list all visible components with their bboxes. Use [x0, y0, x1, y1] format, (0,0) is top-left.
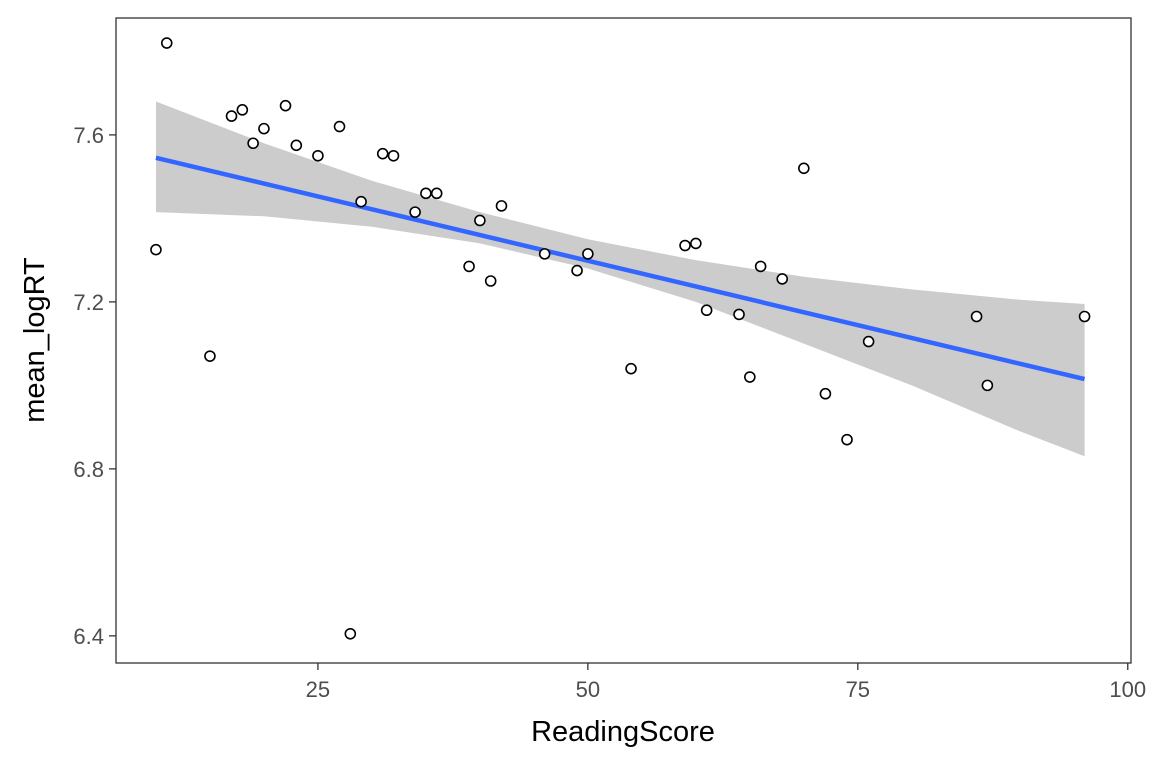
regression-line-layer — [155, 155, 1086, 382]
y-axis-title: mean_logRT — [19, 257, 51, 423]
data-point — [776, 273, 789, 285]
confidence-band — [156, 101, 1085, 457]
data-point — [279, 99, 292, 112]
data-point — [225, 110, 238, 122]
data-point — [247, 137, 259, 150]
confidence-band-layer — [156, 101, 1085, 457]
panel-border — [115, 17, 1132, 664]
data-point — [1078, 310, 1091, 323]
data-point — [463, 260, 475, 273]
data-point — [160, 37, 173, 49]
regression-line — [155, 155, 1086, 382]
data-point — [420, 187, 432, 200]
data-point — [150, 243, 162, 256]
data-point — [981, 379, 994, 392]
data-point — [474, 214, 486, 227]
data-point — [625, 362, 637, 375]
data-point — [862, 335, 875, 348]
x-tick-label: 75 — [846, 677, 870, 702]
x-tick-label: 50 — [576, 677, 600, 702]
data-point — [484, 275, 497, 287]
y-tick-label: 7.6 — [73, 123, 104, 148]
data-point — [582, 248, 594, 260]
data-point — [344, 627, 357, 640]
data-point — [679, 239, 691, 252]
data-point — [819, 387, 832, 400]
data-point — [258, 122, 270, 135]
data-point — [290, 139, 303, 152]
points-layer — [150, 37, 1091, 640]
data-point — [970, 310, 983, 323]
data-point — [387, 149, 400, 162]
data-point — [700, 304, 713, 317]
x-axis-title: ReadingScore — [531, 716, 715, 748]
y-tick-label: 7.2 — [73, 290, 104, 315]
data-point — [744, 371, 756, 383]
data-point — [355, 195, 367, 208]
data-point — [495, 200, 508, 212]
data-point — [754, 260, 767, 273]
data-point — [690, 237, 702, 250]
data-point — [333, 120, 346, 133]
data-point — [409, 206, 421, 218]
data-point — [733, 308, 745, 321]
data-point — [236, 104, 249, 116]
data-point — [204, 350, 216, 362]
data-point — [312, 149, 324, 162]
data-point — [376, 147, 389, 160]
data-point — [841, 433, 853, 446]
data-point — [430, 187, 443, 200]
x-tick-label: 100 — [1109, 677, 1146, 702]
y-axis: 6.4 6.8 7.2 7.6 — [73, 123, 116, 649]
x-tick-label: 25 — [306, 677, 330, 702]
data-point — [538, 248, 551, 260]
y-tick-label: 6.4 — [73, 624, 104, 649]
y-tick-label: 6.8 — [73, 457, 104, 482]
data-point — [571, 264, 583, 277]
x-axis: 25 50 75 100 — [306, 663, 1146, 702]
data-point — [798, 162, 810, 175]
